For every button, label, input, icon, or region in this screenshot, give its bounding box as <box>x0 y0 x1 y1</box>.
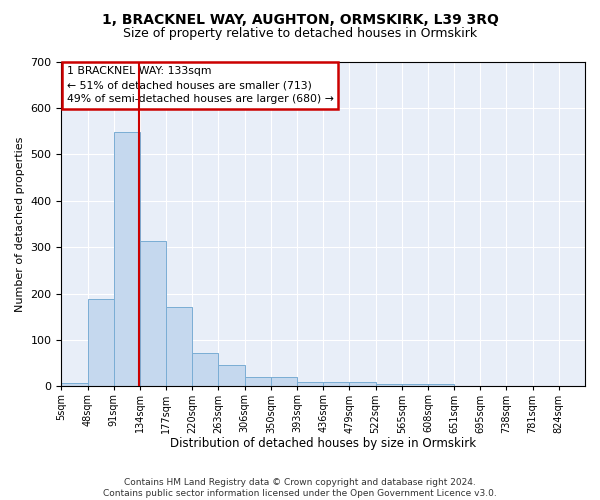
Text: 1 BRACKNEL WAY: 133sqm
← 51% of detached houses are smaller (713)
49% of semi-de: 1 BRACKNEL WAY: 133sqm ← 51% of detached… <box>67 66 334 104</box>
Bar <box>349 382 376 386</box>
Y-axis label: Number of detached properties: Number of detached properties <box>15 136 25 312</box>
Text: Size of property relative to detached houses in Ormskirk: Size of property relative to detached ho… <box>123 28 477 40</box>
Bar <box>376 384 402 386</box>
Bar <box>166 308 193 386</box>
Bar <box>88 299 114 386</box>
Bar <box>218 364 245 386</box>
Bar <box>114 132 140 386</box>
Bar <box>323 382 349 386</box>
Bar <box>402 384 428 386</box>
Bar <box>61 382 88 386</box>
Bar <box>297 382 323 386</box>
Text: Contains HM Land Registry data © Crown copyright and database right 2024.
Contai: Contains HM Land Registry data © Crown c… <box>103 478 497 498</box>
Bar <box>140 241 166 386</box>
X-axis label: Distribution of detached houses by size in Ormskirk: Distribution of detached houses by size … <box>170 437 476 450</box>
Bar <box>245 377 271 386</box>
Text: 1, BRACKNEL WAY, AUGHTON, ORMSKIRK, L39 3RQ: 1, BRACKNEL WAY, AUGHTON, ORMSKIRK, L39 … <box>101 12 499 26</box>
Bar <box>271 377 297 386</box>
Bar <box>193 353 218 386</box>
Bar <box>428 384 454 386</box>
